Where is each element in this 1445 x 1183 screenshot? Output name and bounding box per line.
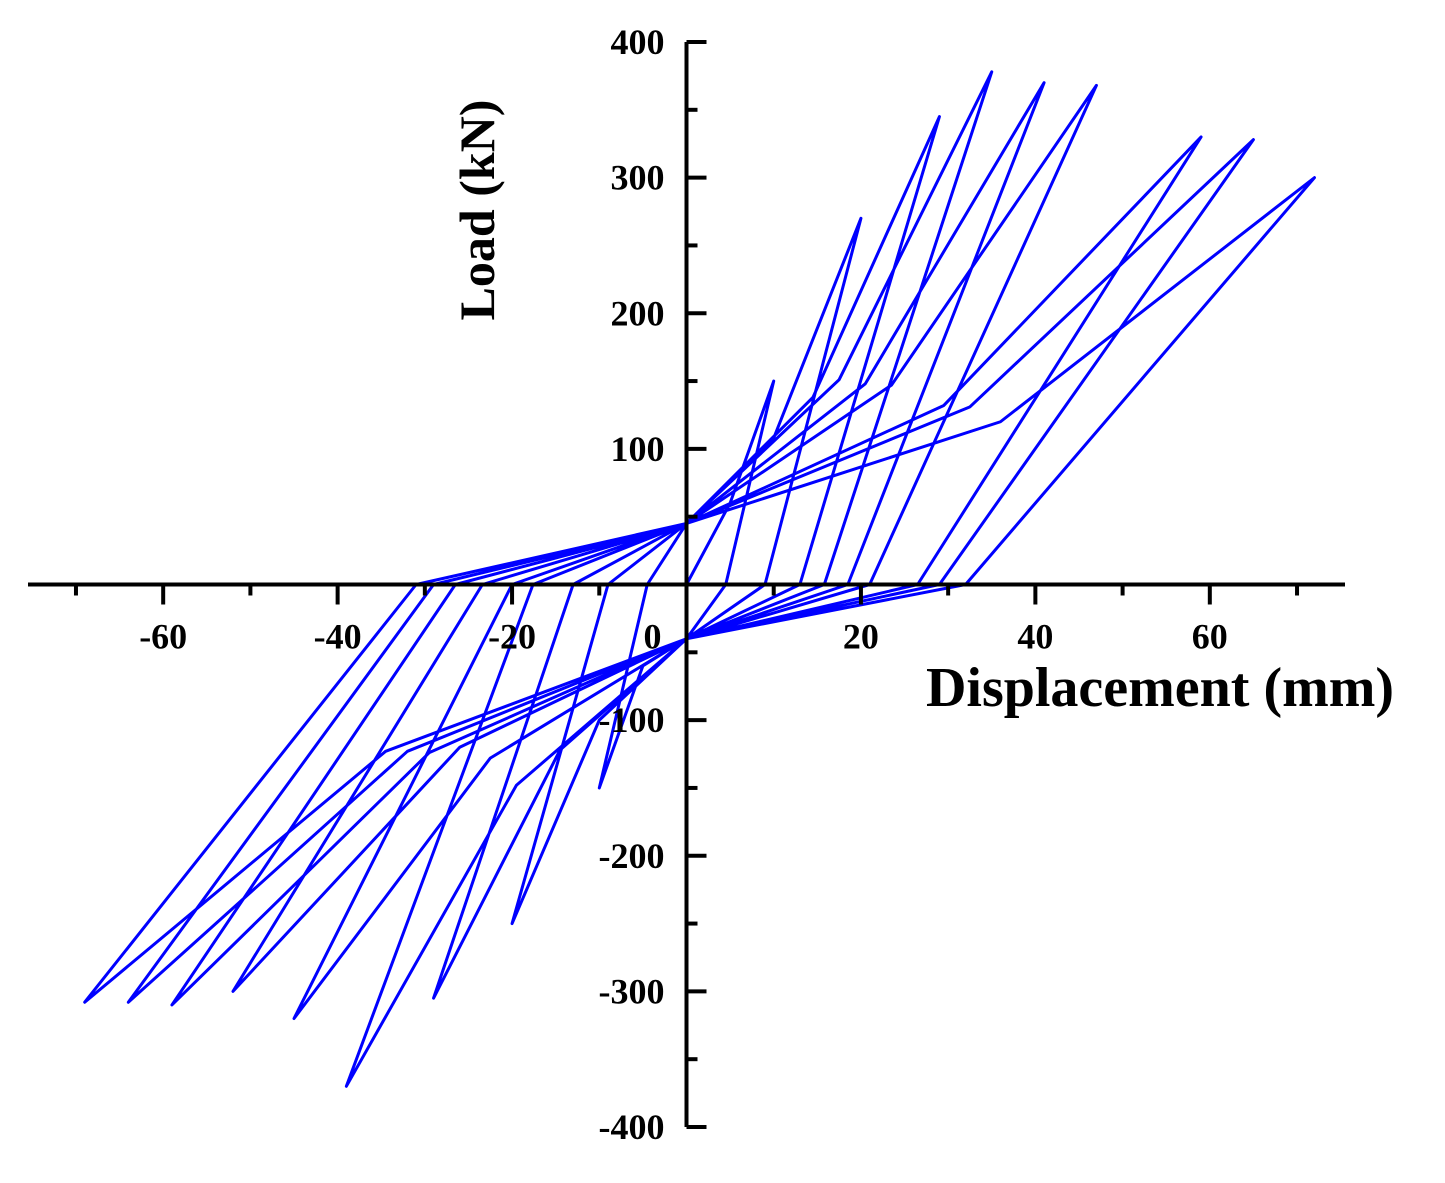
x-tick-label: 20: [843, 617, 879, 657]
y-tick-label: -300: [599, 971, 665, 1011]
y-axis-label: Load (kN): [449, 100, 505, 321]
x-tick-label: 60: [1192, 617, 1228, 657]
y-tick-label: 100: [611, 429, 665, 469]
x-tick-label: -60: [139, 617, 187, 657]
y-tick-label: 400: [611, 22, 665, 62]
x-axis-label: Displacement (mm): [926, 657, 1394, 719]
y-tick-label: 300: [611, 158, 665, 198]
data-line: [83, 70, 1316, 1088]
x-tick-label: -20: [488, 617, 536, 657]
y-tick-label: -100: [599, 700, 665, 740]
y-tick-label: 200: [611, 293, 665, 333]
x-tick-label: 0: [644, 617, 662, 657]
x-tick-label: -40: [314, 617, 362, 657]
y-tick-label: -400: [599, 1107, 665, 1147]
y-tick-label: -200: [599, 836, 665, 876]
x-tick-label: 40: [1017, 617, 1053, 657]
